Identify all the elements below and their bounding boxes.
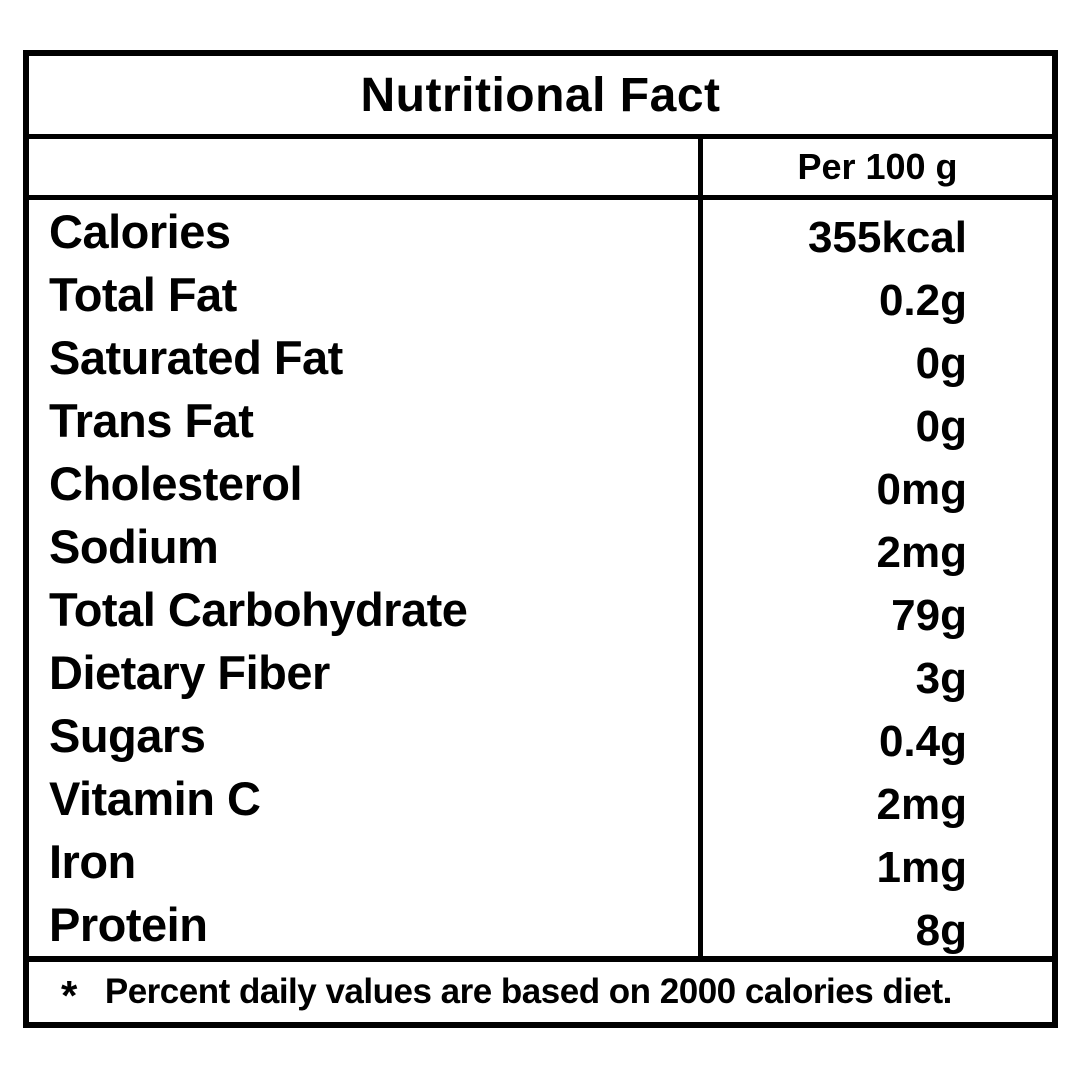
footnote-text: Percent daily values are based on 2000 c… [104,972,953,1011]
nutrient-row: Dietary Fiber 3g [29,641,1052,704]
nutrient-value: 0.4g [878,716,967,766]
per-100g-header: Per 100 g [698,139,1052,195]
asterisk-marker: * [61,972,77,1019]
nutrient-value: 355kcal [807,212,967,262]
nutrient-row: Vitamin C 2mg [29,767,1052,830]
nutrient-value: 2mg [876,527,967,577]
nutrient-row: Calories 355kcal [29,200,1052,263]
nutrient-rows: Calories 355kcal Total Fat 0.2g Saturate… [29,200,1052,956]
nutrient-row: Trans Fat 0g [29,389,1052,452]
nutrient-row: Sodium 2mg [29,515,1052,578]
column-header-row: Per 100 g [29,139,1052,200]
nutrient-label: Vitamin C [49,772,261,825]
nutrient-value: 3g [915,653,967,703]
nutrient-label: Sodium [49,520,219,573]
nutrient-row: Iron 1mg [29,830,1052,893]
nutrient-value: 1mg [876,842,967,892]
nutrient-row: Protein 8g [29,893,1052,956]
nutrient-label: Total Carbohydrate [49,583,468,636]
nutrient-value: 0g [915,401,967,451]
nutrient-value: 0.2g [878,275,967,325]
nutrient-label: Iron [49,835,136,888]
nutrient-value: 2mg [876,779,967,829]
nutrient-label: Cholesterol [49,457,303,510]
table-title: Nutritional Fact [29,56,1052,139]
nutrient-label: Sugars [49,709,206,762]
nutrient-label: Calories [49,205,231,258]
empty-header-cell [29,139,698,195]
nutrient-value: 0mg [876,464,967,514]
nutrient-label: Saturated Fat [49,331,343,384]
footnote: * Percent daily values are based on 2000… [29,956,1052,1022]
nutrient-value: 0g [915,338,967,388]
nutrient-row: Saturated Fat 0g [29,326,1052,389]
nutrient-label: Total Fat [49,268,237,321]
nutrient-row: Total Fat 0.2g [29,263,1052,326]
nutrient-row: Total Carbohydrate 79g [29,578,1052,641]
nutrient-label: Dietary Fiber [49,646,330,699]
nutrient-value: 79g [891,590,967,640]
nutrient-value: 8g [915,905,967,955]
nutrient-label: Protein [49,898,208,951]
nutrition-facts-table: Nutritional Fact Per 100 g Calories 355k… [23,50,1058,1028]
nutrient-row: Sugars 0.4g [29,704,1052,767]
nutrient-label: Trans Fat [49,394,254,447]
nutrient-row: Cholesterol 0mg [29,452,1052,515]
